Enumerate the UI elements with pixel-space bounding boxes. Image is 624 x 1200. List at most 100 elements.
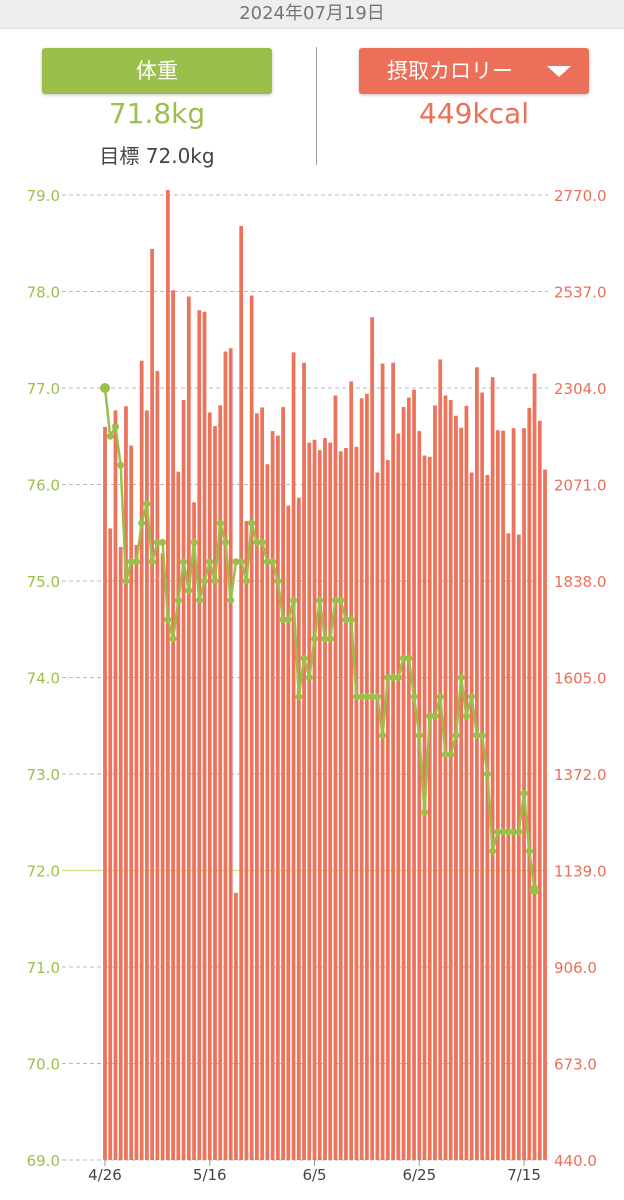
weight-point	[274, 577, 282, 585]
weight-button[interactable]: 体重	[42, 48, 272, 94]
calorie-bar	[433, 405, 437, 1160]
x-axis-tick-label: 7/15	[507, 1166, 541, 1184]
weight-point	[164, 616, 172, 624]
calorie-bar	[202, 311, 207, 1160]
calorie-bar	[265, 464, 270, 1160]
calorie-bar	[312, 439, 317, 1160]
weight-point	[352, 693, 360, 701]
calorie-bar	[480, 392, 485, 1160]
weight-point	[258, 538, 266, 546]
calorie-bar	[239, 226, 244, 1160]
weight-point	[358, 693, 366, 701]
weight-point	[201, 577, 209, 585]
weight-point	[326, 635, 334, 643]
calorie-bar	[291, 352, 296, 1160]
weight-point	[436, 693, 444, 701]
weight-point	[468, 693, 476, 701]
x-axis-tick-label: 4/26	[88, 1166, 122, 1184]
calorie-bar	[459, 427, 464, 1160]
weight-point	[216, 519, 224, 527]
calorie-dropdown-button[interactable]: 摂取カロリー	[359, 48, 589, 94]
weight-point	[227, 596, 235, 604]
weight-point	[305, 674, 313, 681]
weight-point	[269, 558, 277, 566]
calorie-bar	[118, 547, 123, 1160]
calorie-bar	[391, 362, 395, 1160]
weight-point	[180, 558, 188, 566]
weight-point	[394, 674, 402, 681]
weight-point	[347, 616, 355, 624]
calorie-bar	[181, 400, 186, 1160]
x-axis-tick-label: 5/16	[193, 1166, 227, 1184]
weight-point	[159, 538, 167, 546]
calorie-bar	[249, 295, 254, 1161]
calorie-bar	[260, 407, 265, 1160]
calorie-bar	[281, 407, 285, 1160]
calorie-bar	[454, 415, 458, 1161]
left-axis-tick-label: 75.0	[27, 573, 60, 591]
weight-point	[337, 596, 345, 604]
summary-panel: 体重 71.8kg 目標 72.0kg 摂取カロリー 449kcal	[0, 29, 624, 169]
calorie-bar	[160, 553, 165, 1160]
weight-point	[368, 693, 376, 701]
calorie-bar	[103, 426, 107, 1160]
weight-point	[138, 519, 146, 527]
calorie-bar	[124, 406, 128, 1161]
weight-point	[221, 538, 229, 546]
calorie-bar	[328, 442, 333, 1160]
weight-point	[321, 635, 329, 643]
summary-divider	[316, 47, 317, 165]
weight-point	[100, 383, 110, 393]
right-axis-tick-label: 2770.0	[554, 187, 607, 205]
calorie-bar	[516, 534, 521, 1160]
right-axis-tick-label: 440.0	[554, 1152, 597, 1170]
weight-point	[478, 731, 486, 739]
right-axis-tick-label: 2537.0	[554, 284, 607, 302]
weight-point	[525, 847, 533, 855]
calorie-bar	[448, 400, 453, 1160]
weight-point	[143, 500, 151, 508]
left-axis-tick-label: 74.0	[27, 670, 60, 688]
right-axis-tick-label: 1605.0	[554, 670, 607, 688]
weight-point	[520, 789, 528, 797]
calorie-bar	[145, 410, 149, 1160]
calorie-bar	[129, 445, 134, 1160]
left-axis-tick-label: 76.0	[27, 477, 60, 495]
calorie-bar	[244, 520, 249, 1160]
weight-point	[211, 577, 219, 585]
calorie-bar	[349, 381, 354, 1160]
calorie-bar	[186, 296, 191, 1160]
calorie-bar	[385, 460, 390, 1160]
calorie-bar	[307, 442, 312, 1160]
weight-point	[279, 616, 287, 624]
calorie-value: 449kcal	[419, 97, 529, 130]
calorie-bar	[150, 248, 155, 1161]
weight-point	[290, 596, 298, 604]
calorie-bar	[464, 405, 469, 1160]
calorie-bar	[176, 471, 181, 1160]
weight-point	[462, 712, 470, 720]
right-axis-tick-label: 1838.0	[554, 573, 607, 591]
right-axis-tick-label: 1372.0	[554, 766, 607, 784]
weight-point	[400, 654, 408, 662]
calorie-bar	[417, 431, 422, 1160]
weight-point	[452, 731, 460, 739]
weight-point	[441, 751, 449, 759]
left-axis-tick-label: 72.0	[27, 863, 60, 881]
weight-point	[311, 635, 319, 643]
calorie-bar	[380, 363, 385, 1160]
weight-point	[410, 693, 418, 701]
weight-point	[122, 577, 130, 585]
weight-point	[106, 432, 114, 440]
left-axis-tick-label: 73.0	[27, 766, 60, 784]
left-axis-tick-label: 71.0	[27, 959, 60, 977]
calorie-bar	[501, 430, 505, 1160]
calorie-bar	[412, 389, 416, 1161]
weight-point	[295, 693, 303, 701]
weight-point	[494, 828, 502, 836]
weight-point	[190, 538, 198, 546]
left-axis-tick-label: 79.0	[27, 187, 60, 205]
weight-point	[232, 558, 240, 566]
weight-point	[132, 558, 140, 566]
calorie-bar	[543, 469, 547, 1161]
